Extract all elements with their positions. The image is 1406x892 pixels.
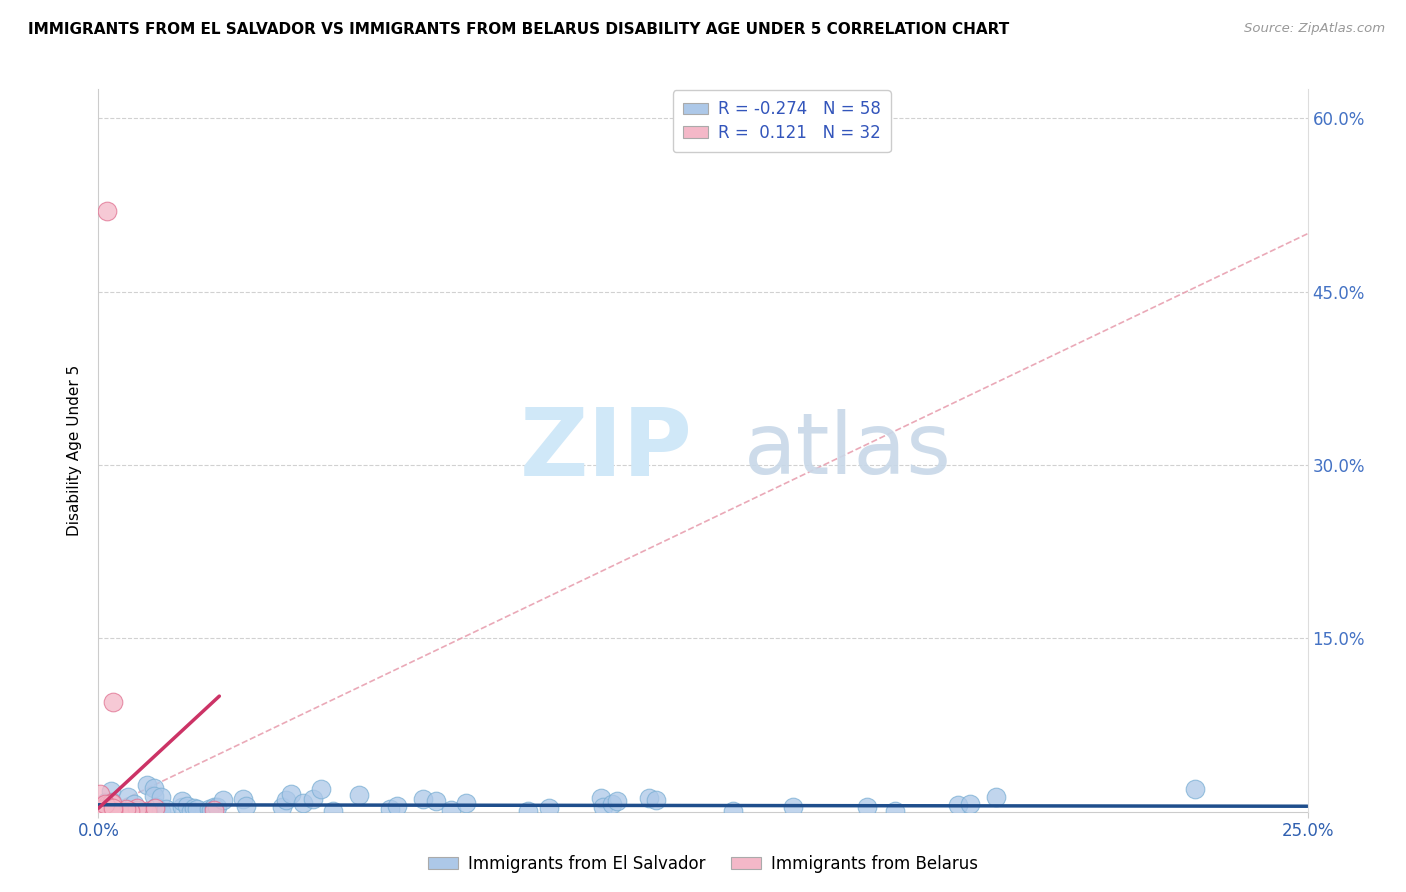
Point (538, 801, 561, 815)
Point (440, 804, 463, 818)
Point (91, 802, 114, 816)
Point (782, 800, 804, 814)
Point (232, 792, 254, 806)
Point (180, 804, 202, 818)
Point (100, 804, 122, 818)
Point (412, 792, 434, 806)
Point (91, 804, 114, 818)
Point (301, 791, 323, 805)
Point (205, 800, 228, 814)
Point (589, 791, 612, 805)
Point (93, 797, 115, 812)
Legend: R = -0.274   N = 58, R =  0.121   N = 32: R = -0.274 N = 58, R = 0.121 N = 32 (672, 90, 890, 153)
Point (89, 788, 111, 802)
Point (322, 804, 344, 818)
Point (125, 803, 148, 817)
Point (202, 800, 225, 814)
Point (170, 799, 193, 814)
Point (280, 787, 302, 801)
Point (946, 798, 969, 813)
Point (100, 796, 122, 810)
Point (172, 794, 194, 808)
Point (645, 793, 668, 807)
Point (94, 798, 117, 813)
Point (89, 799, 111, 814)
Point (93, 804, 115, 818)
Point (135, 804, 157, 818)
Text: ZIP: ZIP (520, 404, 693, 497)
Point (143, 781, 166, 796)
Point (274, 792, 297, 806)
Point (347, 788, 370, 802)
Text: atlas: atlas (744, 409, 952, 492)
Point (592, 800, 614, 814)
Legend: Immigrants from El Salvador, Immigrants from Belarus: Immigrants from El Salvador, Immigrants … (422, 848, 984, 880)
Point (96, 203, 118, 218)
Point (117, 789, 139, 804)
Point (101, 796, 124, 810)
Point (145, 799, 167, 814)
Point (600, 797, 623, 812)
Point (93, 801, 115, 815)
Point (94, 802, 117, 816)
Point (103, 801, 125, 815)
Point (292, 796, 315, 810)
Point (309, 782, 332, 797)
Point (186, 801, 208, 815)
Point (120, 804, 142, 818)
Point (198, 802, 221, 816)
Point (143, 801, 166, 815)
Point (456, 796, 478, 810)
Point (100, 796, 122, 810)
Point (150, 804, 173, 818)
Point (143, 789, 166, 804)
Point (204, 804, 226, 818)
Point (425, 795, 447, 809)
Point (96, 798, 118, 813)
Point (90, 802, 112, 816)
Point (94, 795, 117, 809)
Point (606, 794, 628, 808)
Y-axis label: Disability Age Under 5: Disability Age Under 5 (67, 365, 83, 536)
Point (111, 804, 134, 818)
Point (884, 804, 907, 818)
Point (984, 790, 1007, 805)
Point (94, 802, 117, 816)
Point (124, 797, 146, 812)
Point (1184, 781, 1206, 796)
Point (385, 799, 408, 814)
Point (101, 802, 124, 816)
Point (271, 799, 294, 814)
Point (959, 797, 981, 812)
Point (235, 798, 257, 813)
Point (103, 804, 125, 818)
Point (183, 801, 205, 815)
Point (115, 802, 138, 816)
Text: Source: ZipAtlas.com: Source: ZipAtlas.com (1244, 22, 1385, 36)
Point (637, 790, 659, 805)
Point (150, 789, 173, 804)
Point (89, 801, 111, 815)
Point (101, 695, 124, 709)
Point (378, 802, 401, 816)
Point (200, 803, 222, 817)
Point (90, 803, 112, 817)
Point (155, 802, 177, 816)
Point (91, 798, 114, 813)
Point (176, 799, 198, 814)
Point (100, 784, 122, 798)
Point (90, 804, 112, 818)
Point (517, 804, 540, 818)
Text: IMMIGRANTS FROM EL SALVADOR VS IMMIGRANTS FROM BELARUS DISABILITY AGE UNDER 5 CO: IMMIGRANTS FROM EL SALVADOR VS IMMIGRANT… (28, 22, 1010, 37)
Point (212, 792, 235, 806)
Point (127, 801, 149, 815)
Point (136, 778, 159, 792)
Point (721, 804, 744, 818)
Point (101, 804, 124, 818)
Point (94, 797, 117, 812)
Point (856, 799, 879, 814)
Point (96, 798, 118, 813)
